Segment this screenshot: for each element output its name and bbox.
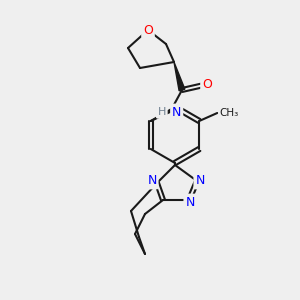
Text: N: N	[147, 175, 157, 188]
Text: H: H	[158, 107, 166, 117]
Text: O: O	[202, 79, 212, 92]
Polygon shape	[174, 62, 185, 91]
Text: N: N	[195, 175, 205, 188]
Text: N: N	[185, 196, 195, 208]
Text: CH₃: CH₃	[219, 108, 238, 118]
Text: N: N	[172, 106, 182, 118]
Text: O: O	[143, 23, 153, 37]
